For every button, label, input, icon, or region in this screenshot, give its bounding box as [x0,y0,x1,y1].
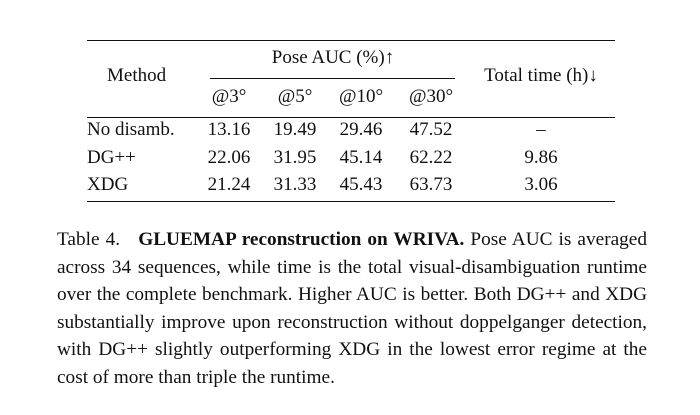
auc-cell: 31.33 [273,174,317,195]
caption-label: Table 4. [57,229,121,250]
caption-text: Pose AUC is averaged across 34 sequences… [57,229,648,388]
header-pose-auc: Pose AUC (%)↑ [271,47,395,68]
method-cell: XDG [87,174,129,195]
auc-cell: 45.43 [339,174,383,195]
auc-cell: 19.49 [273,119,317,140]
method-cell: DG++ [87,147,136,168]
time-cell: 3.06 [524,174,558,195]
auc-cell: 22.06 [207,147,251,168]
auc-cell: 21.24 [207,174,251,195]
auc-cell: 45.14 [339,147,383,168]
header-threshold: @3° [211,86,247,107]
auc-cell: 13.16 [207,119,251,140]
caption: Table 4. GLUEMAP reconstruction on WRIVA… [57,226,647,392]
auc-cell: 47.52 [409,119,453,140]
header-threshold: @30° [408,86,454,107]
header-threshold: @5° [277,86,313,107]
caption-title: GLUEMAP reconstruction on WRIVA. [138,229,465,250]
time-cell: 9.86 [524,147,558,168]
auc-cell: 62.22 [409,147,453,168]
auc-cell: 63.73 [409,174,453,195]
mid-rule [87,117,615,118]
auc-cell: 29.46 [339,119,383,140]
method-cell: No disamb. [87,119,175,140]
header-method: Method [107,65,167,86]
group-rule [210,78,455,79]
header-time: Total time (h)↓ [484,65,598,86]
bottom-rule [87,201,615,202]
top-rule [87,40,615,41]
header-threshold: @10° [338,86,384,107]
auc-cell: 31.95 [273,147,317,168]
time-cell: – [536,119,546,140]
